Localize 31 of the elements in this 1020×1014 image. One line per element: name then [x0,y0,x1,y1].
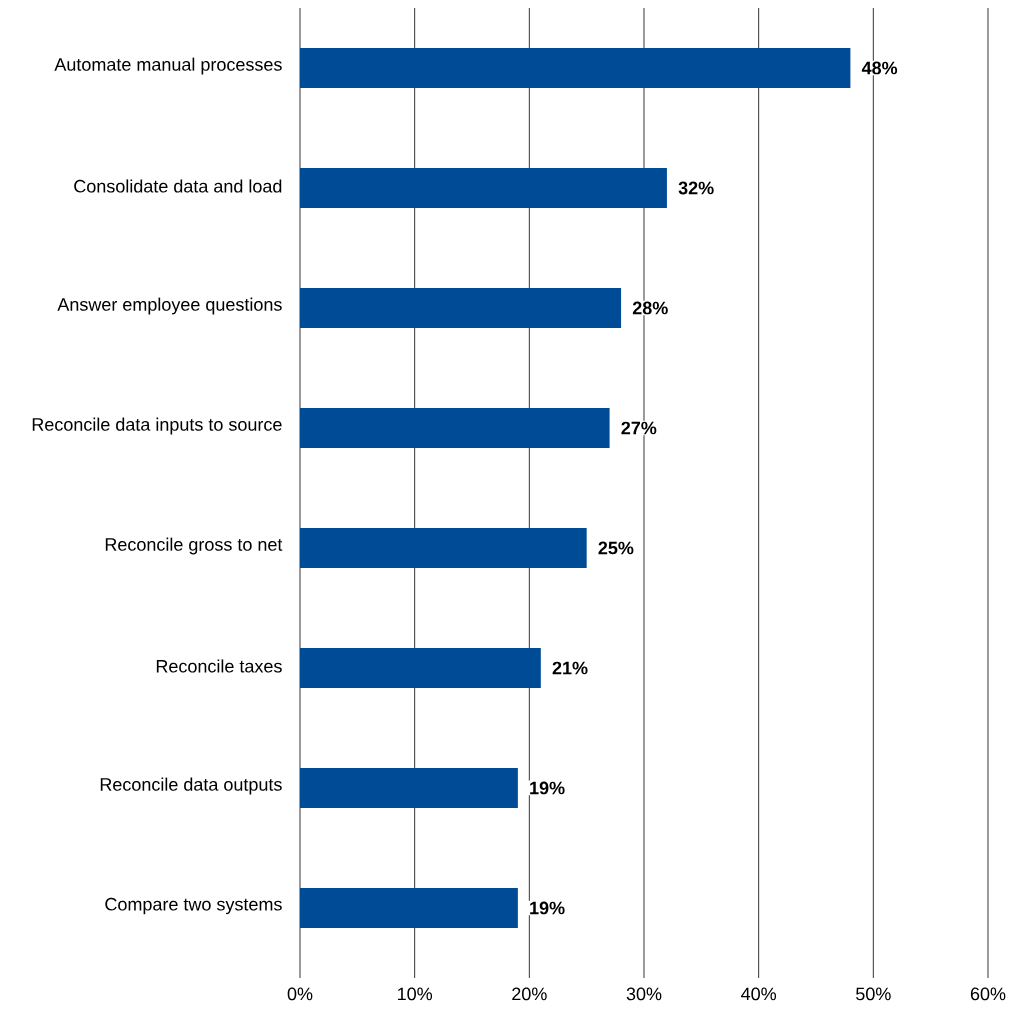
bar [300,288,622,328]
data-label: 21% [552,661,588,675]
bar [300,528,587,568]
y-tick-label: Reconcile data inputs to source [32,417,282,435]
y-tick-label: Automate manual processes [54,57,282,75]
y-tick-label: Reconcile data outputs [100,777,282,795]
bar [300,768,518,808]
bar [300,888,518,928]
bar [300,648,541,688]
y-tick-label: Reconcile taxes [156,659,282,673]
x-tick-label: 50% [856,987,891,1001]
data-label: 28% [632,301,668,315]
y-tick-label: Compare two systems [105,897,282,915]
x-tick-label: 10% [398,987,433,1001]
y-tick-label: Reconcile gross to net [105,537,283,555]
x-tick-label: 40% [741,987,777,1001]
x-tick-label: 0% [287,987,313,1001]
data-label: 19% [530,901,565,915]
y-tick-label: Consolidate data and load [74,179,282,193]
x-tick-label: 60% [970,987,1006,1001]
bar [300,48,851,88]
data-label: 27% [621,421,657,435]
data-label: 32% [678,181,714,195]
data-label: 25% [598,541,634,555]
x-tick-label: 20% [512,987,547,1001]
bar [300,168,667,208]
bar [300,408,610,448]
data-label: 48% [861,61,898,75]
data-label: 19% [530,781,565,795]
y-tick-label: Answer employee questions [57,297,282,315]
x-tick-label: 30% [626,987,662,1001]
